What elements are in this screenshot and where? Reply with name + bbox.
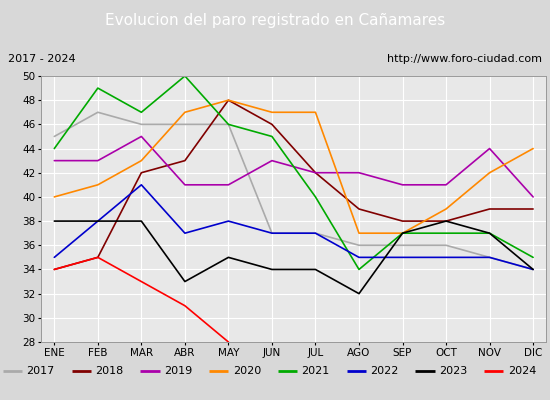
Text: 2021: 2021 <box>301 366 329 376</box>
Text: 2019: 2019 <box>164 366 192 376</box>
Text: 2018: 2018 <box>95 366 123 376</box>
Text: 2017 - 2024: 2017 - 2024 <box>8 54 76 64</box>
Text: 2020: 2020 <box>233 366 261 376</box>
Text: Evolucion del paro registrado en Cañamares: Evolucion del paro registrado en Cañamar… <box>105 14 445 28</box>
Text: 2023: 2023 <box>439 366 467 376</box>
Text: 2024: 2024 <box>508 366 536 376</box>
Text: 2022: 2022 <box>370 366 399 376</box>
Text: 2017: 2017 <box>26 366 54 376</box>
Text: http://www.foro-ciudad.com: http://www.foro-ciudad.com <box>387 54 542 64</box>
